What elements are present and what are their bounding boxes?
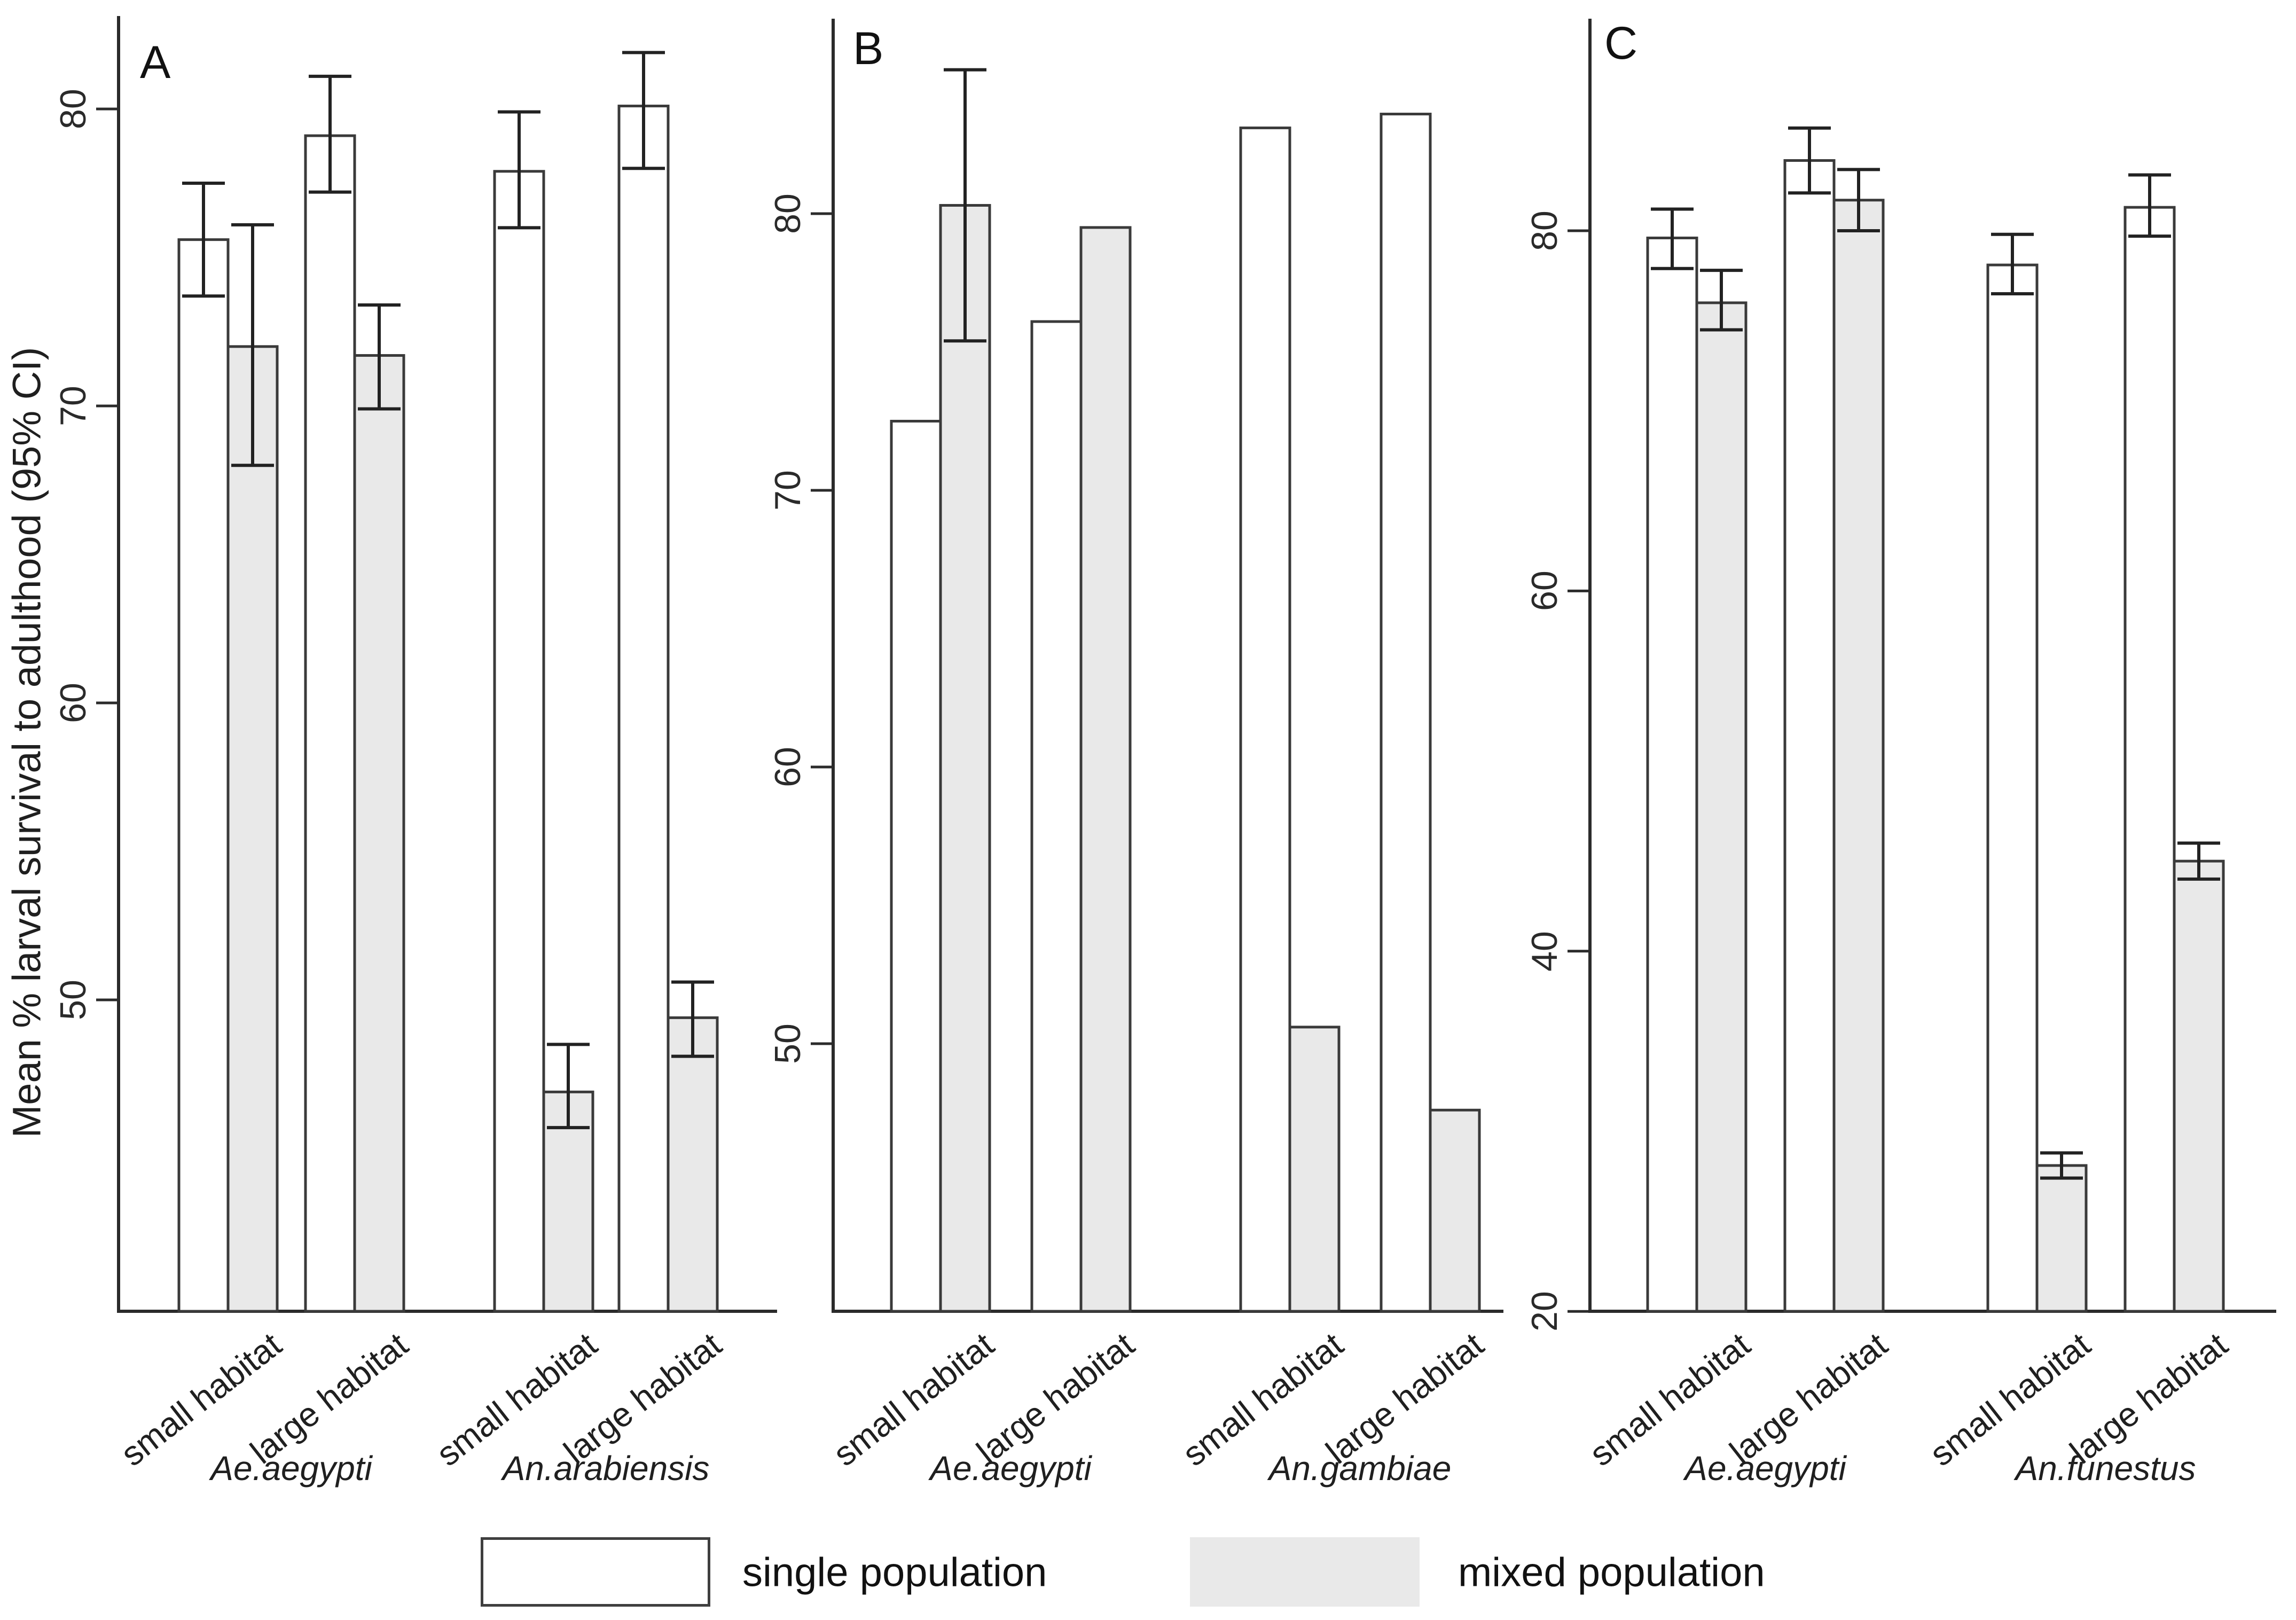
panel-c-bar-single-small-Ae-aegypti [1646,236,1698,1313]
panel-a-bar-mixed-small-Ae-aegypti [226,345,279,1313]
legend-label-mixed-population: mixed population [1458,1549,1765,1595]
panel-a-species-label: Ae.aegypti [210,1449,372,1488]
panel-b-bar-mixed-small-Ae-aegypti [939,204,991,1313]
panel-b-bar-single-large-An-gambiae [1380,113,1432,1313]
panel-a-y-tick-label-80: 80 [53,89,93,129]
legend-swatch-mixed-population [1190,1537,1420,1607]
panel-c-bar-mixed-small-Ae-aegypti [1695,301,1748,1313]
panel-label-b: B [853,23,884,74]
panel-b-y-tick-label-50: 50 [767,1023,808,1064]
panel-a-y-tick-label-50: 50 [53,980,93,1020]
panel-c-y-tick-label-40: 40 [1524,930,1565,972]
panel-c-species-label: Ae.aegypti [1684,1449,1846,1488]
panel-c-bar-mixed-large-An-funestus [2173,859,2225,1313]
panel-b-y-tick-label-60: 60 [767,747,808,787]
panel-a-bar-mixed-large-Ae-aegypti [353,354,405,1313]
panel-c-bar-mixed-large-Ae-aegypti [1832,199,1885,1313]
panel-b-bar-single-large-Ae-aegypti [1030,320,1083,1313]
panel-b-bar-single-small-An-gambiae [1239,126,1291,1313]
panel-a-y-tick-label-60: 60 [53,683,93,723]
panel-a-bar-single-large-An-arabiensis [617,104,670,1313]
panel-a-species-label: An.arabiensis [502,1449,710,1488]
panel-label-a: A [140,37,171,88]
panel-b-bar-mixed-large-Ae-aegypti [1079,226,1132,1313]
legend-label-single-population: single population [742,1549,1047,1595]
panel-c-y-tick-label-60: 60 [1524,570,1565,612]
panel-b-species-label: An.gambiae [1268,1449,1452,1488]
legend-swatch-single-population [481,1537,710,1607]
panel-c-bar-single-small-An-funestus [1986,263,2039,1313]
panel-c-y-tick-label-20: 20 [1524,1291,1565,1332]
panel-label-c: C [1604,18,1638,69]
panel-b-y-tick-label-80: 80 [767,193,808,234]
panel-c-species-label: An.funestus [2015,1449,2196,1488]
panel-b-bar-single-small-Ae-aegypti [890,420,942,1313]
panel-c-bar-mixed-small-An-funestus [2035,1164,2088,1313]
panel-a-bar-single-small-An-arabiensis [493,170,545,1313]
panel-b-y-tick-label-70: 70 [767,470,808,511]
panel-c-bar-single-large-An-funestus [2123,206,2176,1313]
panel-b-bar-mixed-large-An-gambiae [1429,1108,1481,1313]
panel-b-bar-mixed-small-An-gambiae [1288,1026,1341,1313]
panel-b-species-label: Ae.aegypti [930,1449,1092,1488]
panel-a-y-tick-label-70: 70 [53,386,93,426]
panel-c-y-tick-label-80: 80 [1524,210,1565,251]
